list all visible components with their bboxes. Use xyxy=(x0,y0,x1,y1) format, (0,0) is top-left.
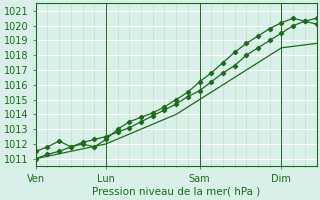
X-axis label: Pression niveau de la mer( hPa ): Pression niveau de la mer( hPa ) xyxy=(92,187,260,197)
